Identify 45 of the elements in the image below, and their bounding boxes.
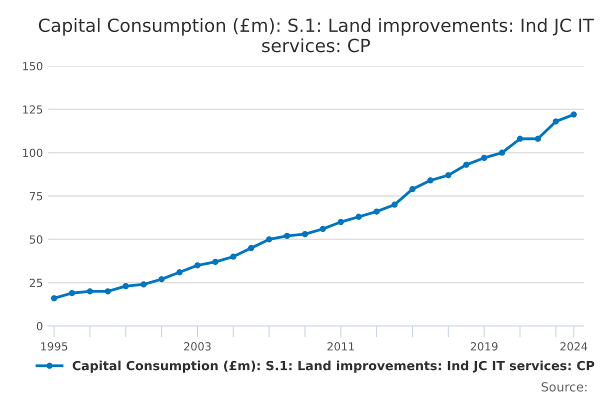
point <box>463 162 470 168</box>
x-tick-label: 2003 <box>184 342 211 351</box>
y-tick-label: 50 <box>30 235 42 244</box>
point <box>140 281 147 288</box>
point <box>374 208 380 215</box>
y-tick-label: 125 <box>23 105 42 114</box>
point <box>284 232 290 239</box>
point <box>356 214 362 220</box>
point <box>266 236 272 242</box>
point <box>302 231 308 238</box>
point <box>50 295 58 302</box>
chart-title: Capital Consumption (£m): S.1: Land improvements: Ind JC IT services: CP <box>38 18 594 52</box>
point <box>498 150 506 156</box>
point <box>122 283 129 290</box>
point <box>534 136 542 142</box>
point <box>212 258 218 265</box>
point <box>158 276 165 282</box>
y-tick-label: 100 <box>23 148 42 158</box>
x-tick-label: 2019 <box>470 342 498 351</box>
point <box>230 254 236 260</box>
point <box>338 218 344 226</box>
point <box>68 290 76 296</box>
point <box>391 202 398 208</box>
point <box>445 172 452 178</box>
point <box>552 118 559 125</box>
point <box>570 111 577 118</box>
point <box>320 226 326 232</box>
x-tick-label: 1995 <box>41 342 68 351</box>
y-tick-label: 75 <box>30 192 42 200</box>
x-tick-label: 2011 <box>327 342 354 351</box>
point <box>248 244 254 252</box>
source-note: Source: <box>542 382 587 392</box>
point <box>427 177 434 184</box>
y-tick-label: 25 <box>30 278 42 288</box>
point <box>176 269 183 276</box>
point <box>194 262 201 268</box>
point <box>516 136 524 142</box>
x-tick-label: 2024 <box>560 342 588 351</box>
point <box>104 288 111 294</box>
point <box>86 288 94 294</box>
legend-label: Capital Consumption (£m): S.1: Land improvements: Ind JC IT services: CP <box>72 360 594 373</box>
point <box>409 186 416 192</box>
point <box>481 154 488 161</box>
y-tick-label: 150 <box>23 62 42 70</box>
y-tick-label: 0 <box>36 322 42 330</box>
